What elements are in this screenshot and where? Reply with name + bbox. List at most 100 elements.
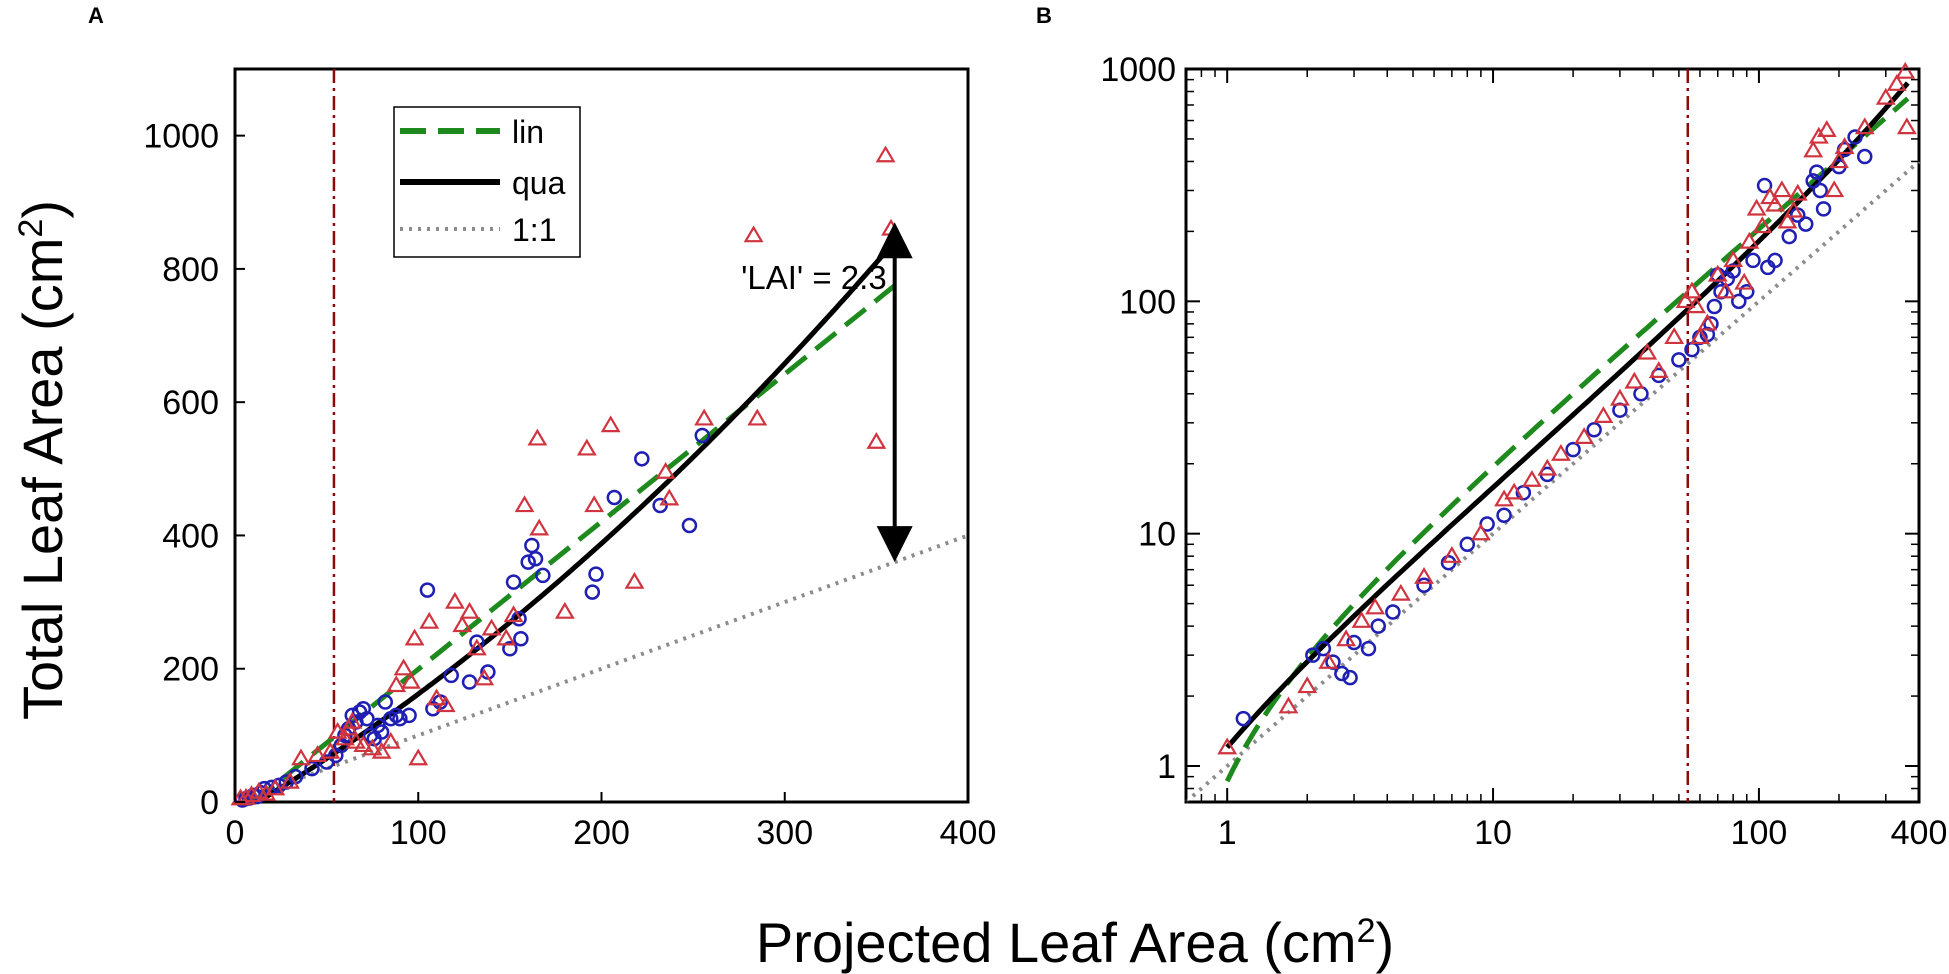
a-triangle-point (362, 738, 383, 756)
a-triangle-point (747, 408, 768, 426)
b-triangle-point (1624, 371, 1645, 389)
a-circle-point (355, 700, 372, 717)
b-triangle-point (1723, 250, 1744, 268)
a-triangle-point (380, 731, 401, 749)
y-axis-title: Total Leaf Area (cm2) (11, 200, 74, 720)
a-triangle-point (419, 611, 440, 629)
b-ytick-label: 100 (1119, 283, 1176, 321)
b-circle-point (1706, 298, 1723, 315)
b-triangle-point (1765, 194, 1785, 212)
b-triangle-point (1777, 211, 1798, 229)
a-ytick-label: 1000 (143, 118, 219, 156)
a-triangle-point (466, 638, 487, 656)
legend-one-label: 1:1 (512, 212, 556, 248)
b-circle-point (1334, 665, 1350, 682)
panel-letter-a: A (88, 3, 104, 28)
a-triangle-point (371, 741, 392, 759)
b-circle-point (1767, 252, 1783, 269)
b-triangle-point (1318, 651, 1339, 669)
b-triangle-point (1787, 183, 1808, 201)
a-triangle-point (335, 728, 355, 746)
a-ytick-label: 400 (162, 517, 219, 555)
a-circle-point (443, 667, 459, 684)
b-triangle-point (1690, 327, 1710, 345)
a-circle-point (469, 634, 485, 650)
a-circle-point (584, 584, 601, 600)
a-triangle-point (503, 605, 524, 623)
a-circle-point (461, 674, 478, 690)
a-xtick-label: 300 (756, 814, 813, 852)
a-triangle-point (342, 711, 363, 729)
a-ytick-label: 200 (162, 651, 219, 689)
a-triangle-point (435, 695, 456, 713)
b-circle-point (1360, 640, 1377, 657)
b-xtick-label: 1 (1218, 814, 1237, 852)
a-xtick-label: 0 (226, 814, 245, 852)
panel-a: 0 100 200 300 400 0 200 400 600 800 1000 'LAI' = 2… (143, 67, 997, 852)
b-triangle-point (1739, 231, 1760, 249)
a-triangle-point (866, 431, 887, 449)
lai-arrow-head-down (876, 526, 913, 563)
b-circle-point (1342, 669, 1358, 686)
a-triangle-point (307, 745, 328, 763)
b-ytick-label: 1000 (1100, 51, 1176, 89)
b-triangle-point (1803, 140, 1824, 158)
b-triangle-point (1297, 676, 1318, 694)
a-xtick-label: 400 (940, 814, 997, 852)
a-triangle-point (694, 408, 715, 426)
a-triangle-point (386, 675, 407, 693)
b-triangle-point (1707, 264, 1728, 282)
b-lin-fit (1224, 96, 1910, 783)
b-triangle-point (1593, 406, 1614, 424)
a-circle-point (520, 554, 536, 570)
a-circle-point (419, 582, 436, 598)
a-circle-point (527, 551, 544, 567)
b-triangle-point (1414, 566, 1434, 584)
a-circle-point (634, 451, 650, 467)
a-triangle-point (236, 787, 256, 805)
a-xtick-label: 200 (573, 814, 630, 852)
a-triangle-point (320, 741, 341, 759)
x-axis-title: Projected Leaf Area (cm2) (756, 911, 1394, 974)
a-triangle-point (743, 225, 764, 243)
a-triangle-point (584, 495, 605, 513)
b-circle-point (1731, 293, 1747, 310)
a-circle-point (505, 574, 522, 590)
a-triangle-point (280, 771, 300, 789)
b-triangle-point (1551, 443, 1571, 461)
b-circle-point (1235, 710, 1252, 727)
b-circle-point (1809, 164, 1825, 180)
b-circle-point (1739, 283, 1755, 300)
a-ytick-label: 0 (200, 784, 219, 822)
b-triangle-point (1854, 117, 1875, 135)
a-triangle-point (481, 618, 502, 636)
b-circle-point (1586, 422, 1602, 438)
a-triangle-point (452, 615, 473, 633)
a-triangle-point (426, 688, 447, 706)
b-triangle-point (1771, 180, 1792, 198)
b-circle-point (1745, 252, 1761, 269)
b-triangle-point (1441, 546, 1462, 563)
b-ytick-label: 10 (1138, 516, 1176, 554)
a-triangle-point (393, 658, 414, 676)
b-circle-point (1756, 177, 1773, 194)
b-circle-point (1847, 129, 1863, 145)
a-triangle-point (474, 668, 495, 686)
a-triangle-point (527, 428, 548, 446)
panel-b-frame (1184, 67, 1921, 804)
a-circle-point (513, 630, 529, 647)
b-triangle-point (1664, 327, 1685, 345)
b-circle-point (1815, 201, 1832, 217)
b-triangle-point (1875, 87, 1896, 105)
b-circle-point (1346, 634, 1362, 651)
b-triangle-point (1816, 120, 1837, 137)
b-triangle-point (1648, 361, 1669, 378)
a-triangle-point (659, 488, 680, 506)
b-triangle-point (1824, 180, 1845, 198)
b-triangle-point (1504, 482, 1525, 500)
a-circle-point (392, 710, 408, 727)
b-triangle-point (1715, 281, 1736, 299)
b-triangle-point (1390, 583, 1411, 601)
b-triangle-point (1278, 696, 1299, 714)
